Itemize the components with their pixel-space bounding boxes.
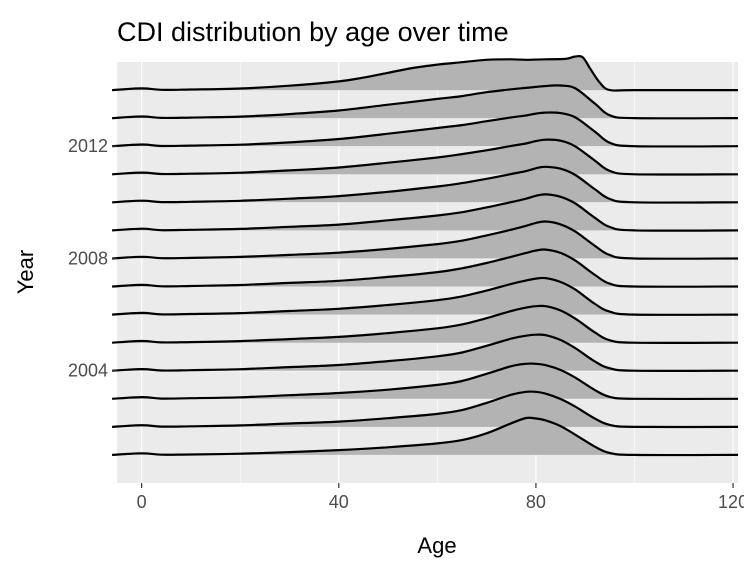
y-tick-label: 2004 <box>68 361 108 381</box>
y-axis: 2004 2008 2012 <box>68 136 117 381</box>
ridge-fill <box>112 417 739 456</box>
ridge-fill <box>112 277 739 315</box>
x-axis-title: Age <box>417 533 456 558</box>
x-tick-label: 0 <box>137 492 147 512</box>
ridge-2002 <box>112 390 739 429</box>
ridge-fill <box>112 305 739 343</box>
ridge-line <box>112 138 739 176</box>
y-tick-label: 2008 <box>68 248 108 268</box>
ridge-fill <box>112 56 739 91</box>
ridge-2010 <box>112 165 739 204</box>
y-tick-label: 2012 <box>68 136 108 156</box>
ridge-2007 <box>112 248 739 288</box>
ridge-2014 <box>112 54 739 92</box>
ridge-line <box>112 84 739 120</box>
ridge-2005 <box>112 304 739 344</box>
chart-title: CDI distribution by age over time <box>117 17 509 47</box>
ridge-line <box>112 362 739 401</box>
ridge-2006 <box>112 276 739 316</box>
ridge-fill <box>112 221 739 259</box>
ridge-2012 <box>112 111 739 148</box>
ridge-2009 <box>112 193 739 232</box>
ridge-line <box>112 220 739 260</box>
ridge-line <box>112 248 739 288</box>
ridge-fill <box>112 249 739 287</box>
ridge-line <box>112 333 739 372</box>
ridge-2001 <box>112 416 739 457</box>
ridge-2011 <box>112 138 739 176</box>
ridge-line <box>112 276 739 316</box>
ridge-line <box>112 165 739 204</box>
ridge-fill <box>112 334 739 371</box>
ridge-line <box>112 304 739 344</box>
x-tick-label: 120 <box>718 492 744 512</box>
ridge-line <box>112 390 739 429</box>
ridge-fill <box>112 363 739 399</box>
ridges <box>112 54 739 457</box>
ridge-line <box>112 111 739 148</box>
x-tick-label: 40 <box>329 492 349 512</box>
ridge-line <box>112 193 739 232</box>
ridge-fill <box>112 166 739 203</box>
ridge-line <box>112 54 738 92</box>
ridge-fill <box>112 194 739 231</box>
ridge-2013 <box>112 84 739 120</box>
x-axis: 0 40 80 120 <box>137 483 744 512</box>
ridge-fill <box>112 139 739 175</box>
x-tick-label: 80 <box>526 492 546 512</box>
y-axis-title: Year <box>13 250 38 294</box>
ridge-fill <box>112 391 739 428</box>
ridge-2008 <box>112 220 739 260</box>
ridge-line <box>112 416 739 457</box>
ridge-2004 <box>112 333 739 372</box>
ridge-2003 <box>112 362 739 401</box>
